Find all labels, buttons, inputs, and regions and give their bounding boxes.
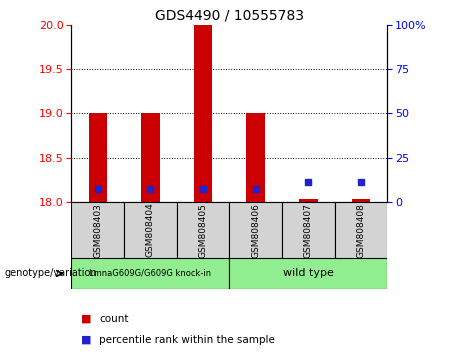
Bar	[71, 258, 230, 289]
Text: ■: ■	[81, 314, 91, 324]
Bar	[335, 202, 387, 258]
Text: ■: ■	[81, 335, 91, 345]
Text: count: count	[99, 314, 129, 324]
Text: GSM808406: GSM808406	[251, 202, 260, 258]
Bar	[299, 199, 318, 202]
Bar	[352, 199, 370, 202]
Bar	[194, 25, 212, 202]
Text: LmnaG609G/G609G knock-in: LmnaG609G/G609G knock-in	[89, 269, 212, 278]
Bar	[177, 202, 229, 258]
Bar	[89, 113, 107, 202]
Text: GSM808407: GSM808407	[304, 202, 313, 258]
Bar	[229, 258, 387, 289]
Text: GSM808405: GSM808405	[199, 202, 207, 258]
Bar	[229, 202, 282, 258]
Text: genotype/variation: genotype/variation	[5, 268, 97, 279]
Text: GSM808408: GSM808408	[356, 202, 366, 258]
Bar	[247, 113, 265, 202]
Bar	[124, 202, 177, 258]
Bar	[141, 113, 160, 202]
Title: GDS4490 / 10555783: GDS4490 / 10555783	[155, 8, 304, 22]
Text: GSM808403: GSM808403	[93, 202, 102, 258]
Text: wild type: wild type	[283, 268, 334, 279]
Text: percentile rank within the sample: percentile rank within the sample	[99, 335, 275, 345]
Text: GSM808404: GSM808404	[146, 203, 155, 257]
Bar	[71, 202, 124, 258]
Bar	[282, 202, 335, 258]
